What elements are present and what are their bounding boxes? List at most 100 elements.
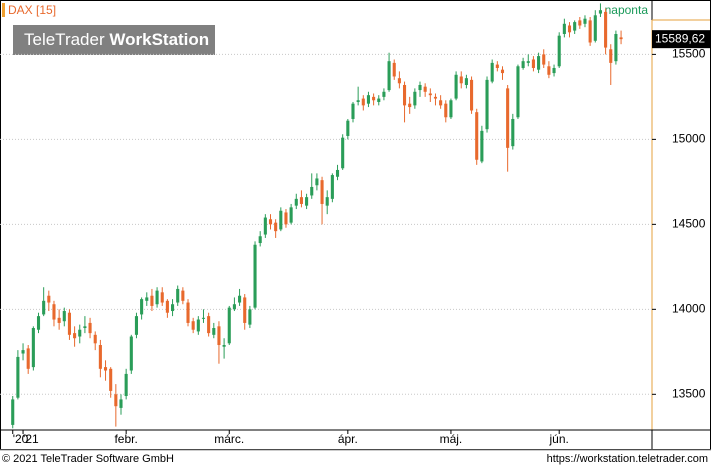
x-tick-label: ápr. [338,432,358,446]
candle-body [588,20,592,43]
candle-body [408,103,412,108]
candle-body [103,367,108,371]
y-tick-label: 13500 [672,386,706,400]
y-tick-label: 15500 [672,47,706,61]
candle-body [305,197,309,206]
candle-body [567,25,572,33]
candle-body [176,288,180,303]
candle-body [315,178,319,186]
candle-body [145,297,149,301]
candle-body [537,56,541,70]
y-tick-label: 14500 [672,217,706,231]
candle-body [418,84,422,91]
candle-body [547,66,551,75]
candle-body [238,295,242,303]
candle-body [495,64,499,68]
candle-body [423,86,427,92]
candle-body [67,312,71,335]
candle-body [439,100,443,106]
candle-body [614,33,618,62]
candle-body [310,186,314,196]
x-tick-label: febr. [114,432,137,446]
candle-body [134,316,139,335]
candle-body [36,316,41,330]
candle-body [464,78,468,85]
candle-body [243,297,247,323]
candle-body [212,328,216,335]
candle-body [325,197,329,206]
candle-body [526,61,530,63]
candle-body [593,15,597,41]
candle-body [186,302,190,323]
last-price-box [652,30,710,49]
candle-body [227,307,231,344]
candle-body [428,93,432,96]
candle-body [552,67,556,74]
candle-body [258,236,262,244]
candle-body [583,18,587,24]
candle-body [109,368,113,391]
candle-body [114,394,118,407]
candle-body [506,88,510,148]
candle-body [42,300,46,315]
candle-body [279,210,283,230]
candle-body [330,175,334,199]
candle-body [196,319,200,332]
candle-body [480,130,484,162]
candle-body [268,219,273,225]
candle-body [274,222,278,232]
candle-body [372,96,376,101]
candle-body [140,299,144,315]
candle-body [449,100,453,118]
candle-body [52,304,56,320]
x-tick-label: márc. [214,432,244,446]
candle-body [356,100,360,102]
candle-body [31,328,35,368]
x-tick-label: '20 [13,432,29,446]
candle-body [454,74,458,99]
candle-body [171,304,175,312]
candle-body [119,399,123,408]
candle-body [341,137,345,169]
candle-body [511,118,515,147]
candle-body [248,309,252,325]
candle-body [93,334,97,344]
candle-body [397,78,401,84]
candle-body [562,23,566,34]
candle-body [289,207,293,223]
candle-body [232,304,236,310]
candle-body [47,295,51,303]
candle-body [609,49,613,63]
candle-body [521,61,525,68]
candle-body [335,169,340,177]
candle-body [475,112,479,160]
candle-body [392,62,396,77]
candle-body [490,62,494,82]
candle-body [222,345,226,347]
candle-body [217,326,221,346]
candle-body [21,350,25,354]
candle-body [83,326,87,329]
candle-body [598,10,602,14]
candle-body [299,197,303,204]
interval-label: naponta [605,3,649,17]
candle-body [160,292,164,303]
candle-body [351,103,355,119]
candle-body [578,20,582,26]
candle-body [320,180,324,204]
watermark-box [13,25,215,55]
candle-body [124,373,128,397]
candle-body [377,98,381,102]
candle-body [402,84,407,106]
candle-body [346,120,350,136]
candle-body [485,79,489,130]
candle-body [366,95,371,104]
watermark: TeleTrader WorkStation [24,30,209,49]
candle-body [73,333,77,339]
candle-body [470,79,474,111]
candle-body [191,321,195,330]
candle-body [459,76,463,84]
candle-body [444,103,448,118]
watermark-bold: WorkStation [109,30,209,49]
